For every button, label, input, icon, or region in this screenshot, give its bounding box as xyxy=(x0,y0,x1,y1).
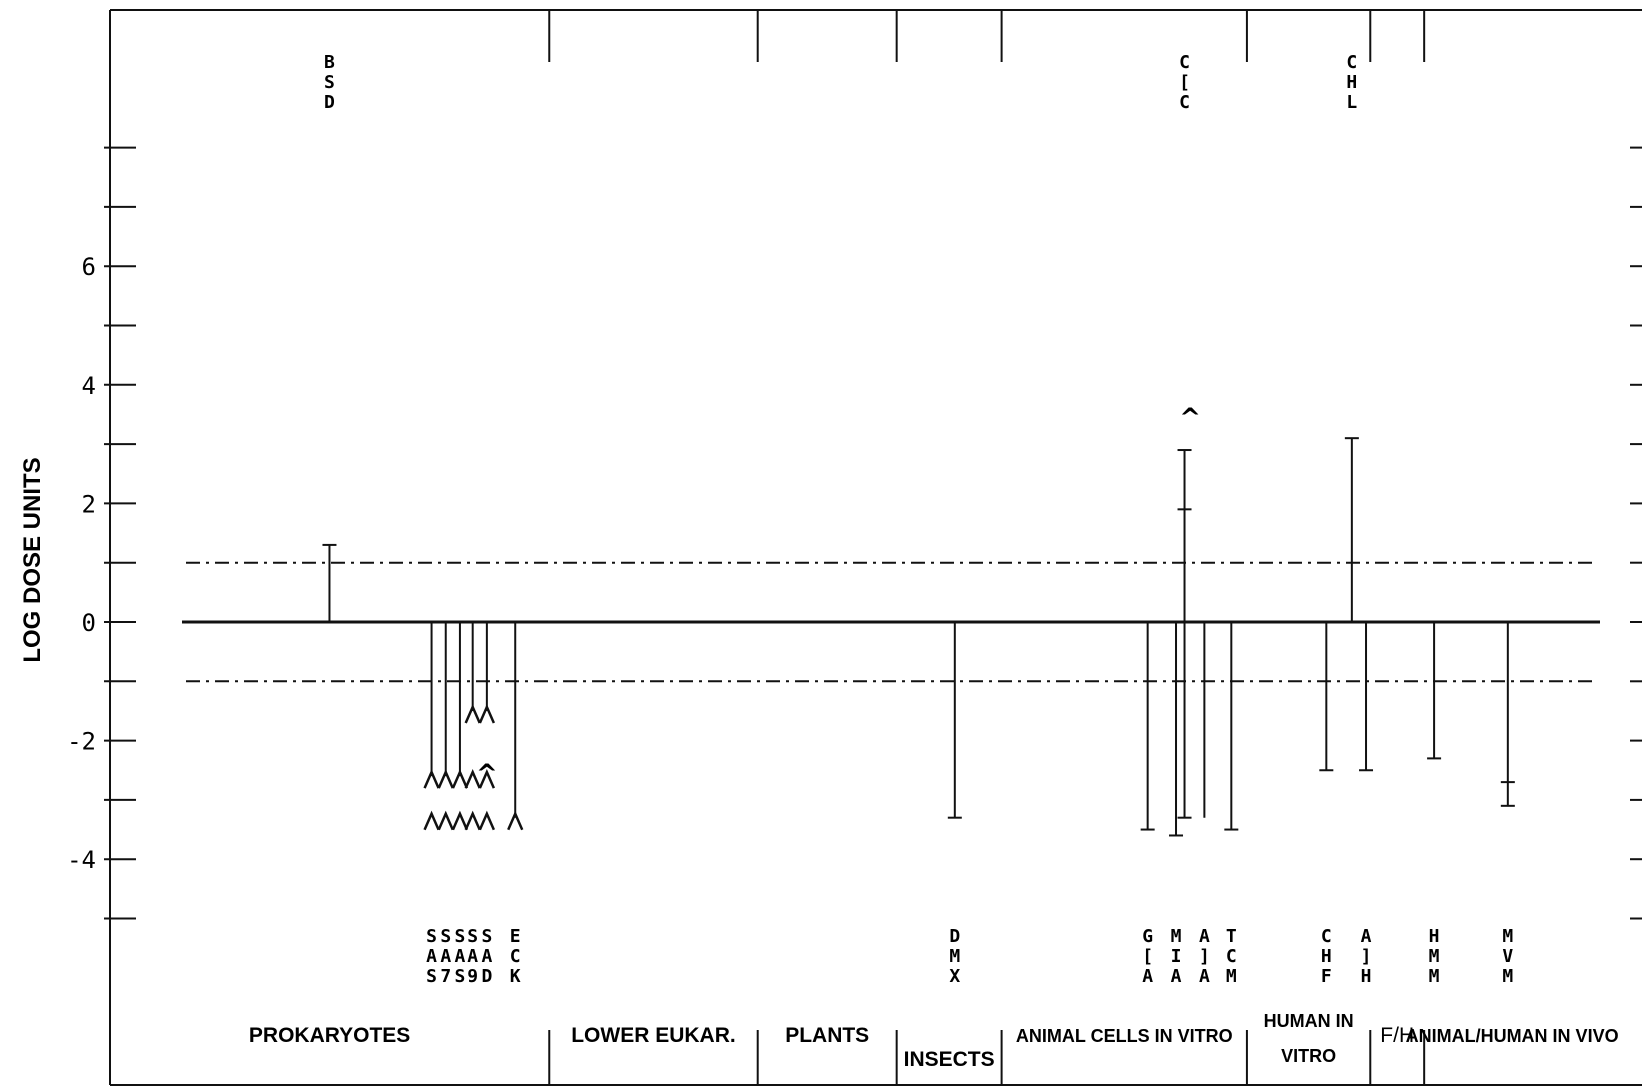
text-labels: PROKARYOTES LOWER EUKAR. PLANTS INSECTS ANIM… xyxy=(249,52,1619,1071)
category-label: PLANTS xyxy=(785,1024,869,1047)
up-arrowhead xyxy=(464,769,481,789)
category-label: VITRO xyxy=(1281,1046,1336,1066)
bottom-code-label: A] H xyxy=(1361,926,1372,987)
y-tick-label: -2 xyxy=(67,728,96,756)
y-tick-label: 0 xyxy=(82,609,96,637)
up-arrowhead xyxy=(451,769,469,789)
reference-lines xyxy=(182,561,1600,683)
up-arrowhead xyxy=(464,810,481,831)
category-label: F/H xyxy=(1380,1024,1414,1047)
category-label: HUMAN IN xyxy=(1264,1011,1354,1031)
up-arrowhead xyxy=(423,769,440,789)
bottom-code-label: A] A xyxy=(1199,926,1210,987)
y-axis-title: LOG DOSE UNITS xyxy=(19,457,46,662)
up-arrowhead xyxy=(478,810,496,831)
up-arrowhead xyxy=(478,769,496,789)
category-label: LOWER EUKAR. xyxy=(571,1024,736,1047)
y-tick-label: 6 xyxy=(82,253,96,281)
y-tick-label: 2 xyxy=(82,490,96,518)
category-label: INSECTS xyxy=(904,1048,995,1071)
category-label: PROKARYOTES xyxy=(249,1024,410,1047)
up-arrowhead xyxy=(437,810,454,831)
plot-frame: 6 4 2 0 -2 -4 xyxy=(67,9,1642,1086)
bottom-code-label: G[A xyxy=(1142,926,1153,987)
bar-marks xyxy=(322,437,1515,837)
y-tick-label: -4 xyxy=(67,846,96,874)
up-arrowhead xyxy=(451,810,469,831)
caret-marker: ^ xyxy=(1179,404,1201,434)
caret-marker: ^ xyxy=(476,759,498,789)
top-code-label: C[C xyxy=(1179,52,1190,113)
up-arrowhead xyxy=(423,810,440,831)
up-arrowhead xyxy=(464,703,481,724)
up-arrowhead xyxy=(437,769,454,789)
up-arrowhead xyxy=(507,810,524,831)
up-arrowhead xyxy=(478,703,496,724)
category-label: ANIMAL CELLS IN VITRO xyxy=(1016,1026,1233,1046)
category-label: ANIMAL/HUMAN IN VIVO xyxy=(1406,1026,1619,1046)
y-tick-label: 4 xyxy=(82,372,96,400)
